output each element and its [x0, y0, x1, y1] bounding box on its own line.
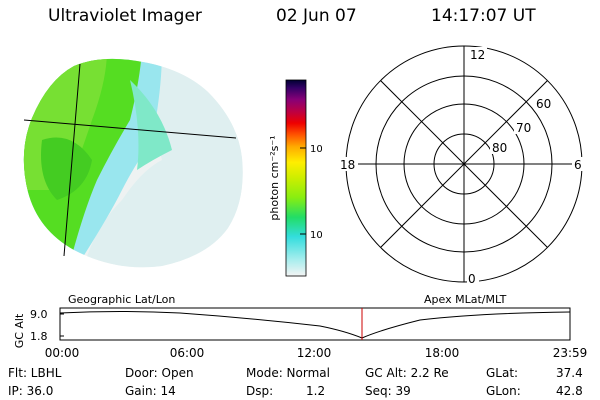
- lat-label-60: 60: [536, 97, 551, 111]
- x-tick-label-0600: 06:00: [170, 346, 205, 360]
- glon-label: GLon:: [486, 384, 521, 398]
- timeline-axis-label: GC Alt: [13, 313, 26, 348]
- mlt-label-12: 12: [470, 48, 485, 62]
- earth-uv-image: [23, 58, 243, 268]
- longitude-line: [63, 63, 81, 257]
- x-tick-label-0000: 00:00: [45, 346, 80, 360]
- altitude-curve: [59, 311, 571, 339]
- polar-mlat-mlt-grid: 12 18 6 0 60 70 80: [338, 45, 586, 286]
- earth-light-region: [82, 58, 243, 268]
- observation-date: 02 Jun 07: [276, 6, 357, 26]
- glat-value: 37.4: [556, 366, 583, 380]
- x-tick-label-1200: 12:00: [297, 346, 332, 360]
- dsp-label: Dsp:: [246, 384, 274, 398]
- observation-time: 14:17:07 UT: [431, 6, 536, 26]
- filter-info: Flt: LBHL: [8, 366, 62, 380]
- mlt-label-18: 18: [340, 158, 355, 172]
- gc-alt-info: GC Alt: 2.2 Re: [365, 366, 449, 380]
- geographic-coord-label: Geographic Lat/Lon: [68, 293, 176, 306]
- colorbar: 100 10 photon cm⁻²s⁻¹: [268, 79, 322, 277]
- timeline-frame: [59, 307, 571, 341]
- altitude-timeline: GC Alt 9.0 1.8 00:00 06:00 12:00 18:00 2…: [13, 307, 588, 360]
- colorbar-scale: [285, 79, 307, 277]
- colorbar-tick-label-100: 100: [310, 144, 322, 155]
- mode-info: Mode: Normal: [246, 366, 330, 380]
- earth-deep-green-region: [41, 137, 92, 200]
- latitude-line: [23, 119, 237, 139]
- mlt-label-6: 6: [574, 158, 582, 172]
- x-tick-label-2359: 23:59: [553, 346, 588, 360]
- glat-label: GLat:: [486, 366, 519, 380]
- apex-coord-label: Apex MLat/MLT: [424, 293, 507, 306]
- y-tick-label-9: 9.0: [30, 308, 48, 321]
- y-tick-label-1-8: 1.8: [30, 330, 48, 343]
- x-tick-label-1800: 18:00: [425, 346, 460, 360]
- colorbar-tick-label-10: 10: [310, 230, 322, 241]
- lat-label-70: 70: [516, 121, 531, 135]
- earth-mixed-region: [130, 80, 172, 170]
- lat-label-80: 80: [492, 141, 507, 155]
- gain-info: Gain: 14: [125, 384, 176, 398]
- polar-diagonal-2: [380, 80, 548, 248]
- mlt-label-0: 0: [468, 272, 476, 286]
- seq-info: Seq: 39: [365, 384, 411, 398]
- ip-info: IP: 36.0: [8, 384, 54, 398]
- colorbar-unit-label: photon cm⁻²s⁻¹: [268, 135, 281, 220]
- dsp-value: 1.2: [306, 384, 326, 398]
- glon-value: 42.8: [556, 384, 583, 398]
- image-title: Ultraviolet Imager: [48, 6, 202, 26]
- door-info: Door: Open: [125, 366, 194, 380]
